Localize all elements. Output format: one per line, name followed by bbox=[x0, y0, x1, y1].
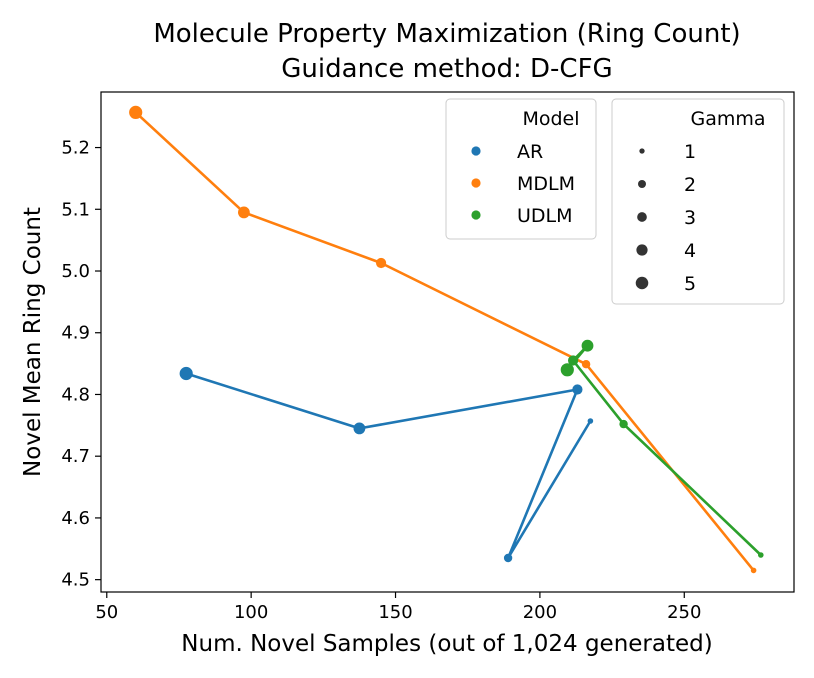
x-tick-label: 250 bbox=[667, 602, 701, 623]
y-tick-label: 5.2 bbox=[61, 138, 90, 159]
data-point-udlm-1 bbox=[758, 552, 764, 558]
data-point-mdlm-5 bbox=[129, 105, 143, 119]
data-point-udlm-5 bbox=[560, 363, 574, 377]
legend-gamma-label-2: 2 bbox=[684, 174, 696, 196]
legend-gamma-label-4: 4 bbox=[684, 240, 696, 262]
data-point-ar-3 bbox=[572, 384, 583, 395]
y-tick-label: 4.6 bbox=[61, 508, 90, 529]
chart-title: Molecule Property Maximization (Ring Cou… bbox=[153, 19, 740, 49]
data-point-ar-1 bbox=[587, 418, 594, 424]
data-point-ar-4 bbox=[353, 422, 366, 435]
data-point-mdlm-4 bbox=[238, 206, 250, 219]
legend-gamma-marker-2 bbox=[638, 180, 646, 188]
legend-model-label-udlm: UDLM bbox=[517, 205, 573, 227]
data-point-mdlm-2 bbox=[581, 360, 591, 369]
data-point-mdlm-3 bbox=[376, 257, 387, 269]
legend-model-box bbox=[445, 98, 597, 240]
data-point-ar-5 bbox=[179, 366, 193, 381]
legend-gamma-label-3: 3 bbox=[684, 207, 696, 229]
x-tick-label: 150 bbox=[378, 602, 412, 623]
y-tick-label: 4.5 bbox=[61, 570, 90, 591]
legend-model-marker-ar bbox=[471, 146, 481, 156]
x-tick-label: 50 bbox=[95, 602, 118, 623]
series-line-ar bbox=[185, 372, 592, 560]
legend-gamma-marker-5 bbox=[635, 276, 649, 290]
legend-gamma: Gamma 1 2 3 4 5 bbox=[611, 98, 785, 305]
legend-model-title: Model bbox=[522, 108, 579, 130]
y-tick-label: 4.9 bbox=[61, 323, 90, 344]
legend-gamma-marker-4 bbox=[636, 244, 648, 256]
plot-frame bbox=[100, 91, 795, 593]
legend-model-marker-udlm bbox=[471, 210, 481, 220]
data-point-udlm-4 bbox=[581, 339, 594, 352]
x-tick-label: 200 bbox=[523, 602, 557, 623]
legend-model-marker-mdlm bbox=[471, 178, 481, 188]
legend-gamma-box bbox=[611, 98, 785, 305]
legend-model-label-mdlm: MDLM bbox=[517, 173, 575, 195]
x-axis-label: Num. Novel Samples (out of 1,024 generat… bbox=[181, 631, 712, 657]
chart-subtitle: Guidance method: D-CFG bbox=[281, 54, 612, 84]
data-point-udlm-2 bbox=[619, 419, 628, 429]
data-point-udlm-3 bbox=[568, 355, 579, 366]
legend-model-label-ar: AR bbox=[517, 141, 543, 163]
legend-gamma-label-1: 1 bbox=[684, 141, 696, 163]
legend-gamma-marker-1 bbox=[639, 148, 645, 154]
x-tick-label: 100 bbox=[234, 602, 268, 623]
data-point-mdlm-1 bbox=[750, 567, 757, 574]
data-point-ar-2 bbox=[503, 553, 513, 563]
plot-points bbox=[129, 105, 764, 574]
legend-gamma-label-5: 5 bbox=[684, 273, 696, 295]
y-tick-label: 4.8 bbox=[61, 384, 90, 405]
y-tick-label: 5.1 bbox=[61, 199, 90, 220]
legend-gamma-marker-3 bbox=[637, 212, 647, 222]
legend-model: Model AR MDLM UDLM bbox=[445, 98, 597, 240]
y-tick-label: 5.0 bbox=[61, 261, 90, 282]
y-axis-label: Novel Mean Ring Count bbox=[20, 207, 46, 477]
y-tick-label: 4.7 bbox=[61, 446, 90, 467]
y-axis-ticks: 4.5 4.6 4.7 4.8 4.9 5.0 5.1 5.2 bbox=[61, 138, 101, 591]
legend-gamma-title: Gamma bbox=[690, 108, 765, 130]
x-axis-ticks: 50 100 150 200 250 bbox=[95, 592, 701, 623]
